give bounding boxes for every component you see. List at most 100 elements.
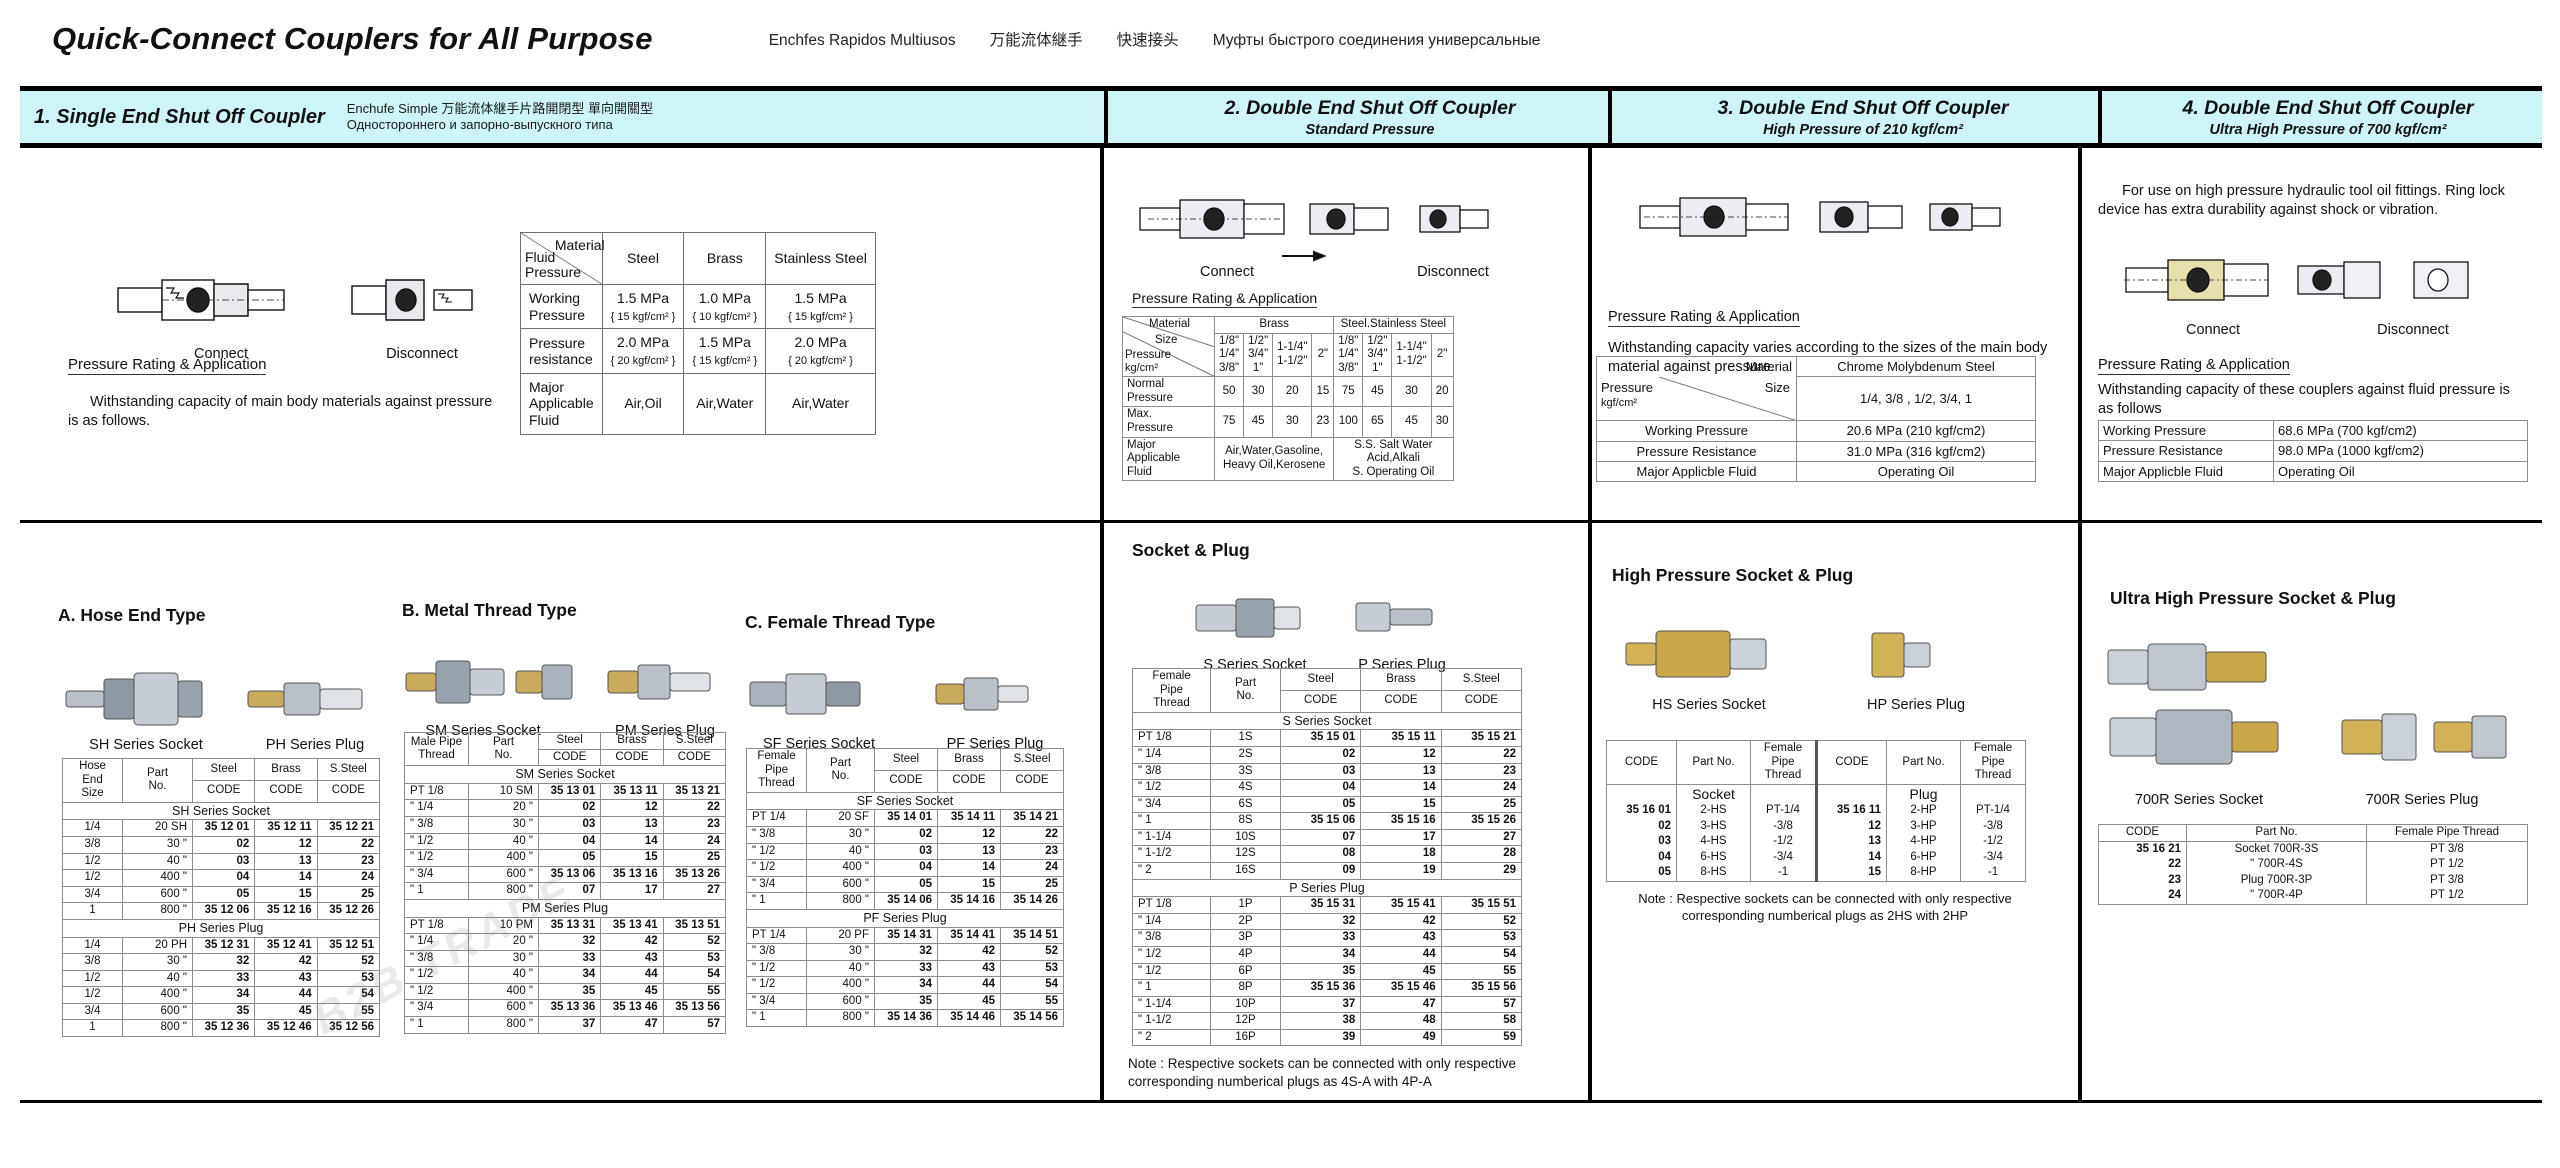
section3-rating-heading: Pressure Rating & Application <box>1608 309 1800 327</box>
band-title-3: 3. Double End Shut Off Coupler <box>1717 96 2009 119</box>
table-row: Major Applicble Fluid Operating Oil <box>1596 460 2036 483</box>
lower-b-heading: B. Metal Thread Type <box>402 600 577 620</box>
section1-material-table: Material Fluid Pressure Steel Brass Stai… <box>520 232 876 435</box>
size-col-1: 1/8" 1/4" 3/8" <box>1213 332 1245 378</box>
subhead-socket: Socket <box>1676 783 1751 804</box>
col-code-socket: CODE <box>1606 740 1677 785</box>
band-divider-3 <box>2098 91 2102 143</box>
section1-caption-connect: Connect <box>193 346 248 362</box>
size-col-5: 1/8" 1/4" 3/8" <box>1333 332 1364 378</box>
col-steel: Steel <box>191 758 256 781</box>
table-row: 03 4-HS -1/2 13 4-HP -1/2 <box>1606 834 2026 850</box>
normal-v4: 15 <box>1311 376 1335 408</box>
lang-chinese-traditional: 万能流体継手 <box>989 32 1083 49</box>
lower-sp-note-wrap: Note : Respective sockets can be connect… <box>1128 1055 1568 1091</box>
cell-resistance-steel: 2.0 MPa { 20 kgf/cm² } <box>601 328 685 374</box>
section4-intro-wrap: For use on high pressure hydraulic tool … <box>2098 182 2528 220</box>
col-code-brass: CODE <box>937 769 1001 793</box>
cell-mpa: 1.5 MPa <box>616 290 670 306</box>
photo-sh-socket-ph-plug <box>65 672 363 726</box>
masthead: Quick-Connect Couplers for All Purpose E… <box>0 0 2560 78</box>
col-part-no: Part No. <box>1210 668 1281 713</box>
table-row: 23 Plug 700R-3P PT 3/8 <box>2098 872 2528 889</box>
group-header-steel-ss: Steel.Stainless Steel <box>1333 316 1454 334</box>
table-row: " 1 8P 35 15 36 35 15 46 35 15 56 <box>1132 979 1523 997</box>
table-row: 1/4 20 PH 35 12 31 35 12 41 35 12 51 <box>62 936 381 955</box>
lower-b-table-wrap: Male Pipe Thread Part No. Steel Brass S.St… <box>404 731 727 1034</box>
lower-b-photos: SM Series Socket PM Series Plug <box>400 635 740 739</box>
normal-v5: 75 <box>1333 376 1364 408</box>
table-row: Pressure Resistance 31.0 MPa (316 kgf/cm… <box>1596 440 2036 462</box>
material-pressure-table: Material Fluid Pressure Steel Brass Stai… <box>520 232 876 435</box>
table-row: CODE CODE CODE <box>747 769 1064 793</box>
band-subtitle-3: High Pressure of 210 kgf/cm² <box>1763 121 1963 138</box>
mid-horizontal-rule-3 <box>1588 520 2078 523</box>
col-code-brass: CODE <box>600 748 664 767</box>
lower-hp-note: Note : Respective sockets can be connect… <box>1638 891 2012 924</box>
cell-fluid-brass: Air,Water <box>683 372 767 435</box>
band-title-1: 1. Single End Shut Off Coupler <box>34 105 325 128</box>
table-row: " 3/8 30 " 03 13 23 <box>404 816 727 834</box>
lower-c-heading-wrap: C. Female Thread Type <box>745 612 935 633</box>
max-v4: 23 <box>1311 406 1335 438</box>
section4-caption-disconnect: Disconnect <box>2377 322 2449 338</box>
table-row: 35 16 01 2-HS PT-1/4 35 16 11 2-HP PT-1/… <box>1606 803 2026 819</box>
table-row: CODE Part No. Female Pipe Thread <box>2098 824 2528 842</box>
band-section-4: 4. Double End Shut Off Coupler Ultra Hig… <box>2118 91 2538 143</box>
col-female-pipe-thread: Female Pipe Thread <box>2366 824 2528 842</box>
cell-kgf: { 15 kgf/cm² } <box>610 310 676 323</box>
table-row: Normal Pressure 50 30 20 15 75 45 30 20 <box>1122 376 1454 408</box>
part-number: 700R-4S <box>2257 858 2303 871</box>
table-row: 1/2 400 " 04 14 24 <box>62 869 381 887</box>
table-row: CODE Part No. Female Pipe Thread CODE Part… <box>1606 740 2026 785</box>
cell-resistance-ssteel: 2.0 MPa { 20 kgf/cm² } <box>765 328 876 374</box>
label-size: Size <box>1764 379 1790 395</box>
col-steel: Steel <box>537 732 602 750</box>
col-part-no: Part No. <box>2186 824 2367 842</box>
corner-label-pressure: Pressure <box>1125 348 1172 361</box>
sh-ph-series-table: Hose End Size Part No. Steel Brass S.Steel … <box>62 758 381 1037</box>
spacer-cell-3 <box>1815 783 1887 804</box>
col-brass: Brass <box>254 758 318 781</box>
lower-c-caption-plug: PF Series Plug <box>946 736 1044 752</box>
subhead-plug: Plug <box>1886 783 1961 804</box>
section-row-plug: P Series Plug <box>1132 878 1522 898</box>
value-pressure-resistance: 98.0 MPa (1000 kgf/cm2) <box>2273 440 2528 462</box>
lower-uhp-heading-wrap: Ultra High Pressure Socket & Plug <box>2110 588 2396 609</box>
table-row: " 3/4 600 " 05 15 25 <box>746 875 1064 894</box>
value-size: 1/4, 3/8 , 1/2, 3/4, 1 <box>1796 376 2036 422</box>
table-row: " 2 16S 09 19 29 <box>1132 861 1523 880</box>
section2-rating-heading-wrap: Pressure Rating & Application <box>1132 290 1318 308</box>
section2-caption-connect: Connect <box>1199 264 1254 280</box>
table-row: CODE CODE CODE <box>405 748 727 767</box>
table-row: " 1/2 400 " 05 15 25 <box>404 849 727 867</box>
cell-mpa: 2.0 MPa <box>616 334 670 351</box>
table-row: 1/4 20 SH 35 12 01 35 12 11 35 12 21 <box>62 819 381 837</box>
size-col-2: 1/2" 3/4" 1" <box>1243 332 1274 378</box>
lower-b-heading-wrap: B. Metal Thread Type <box>402 600 577 621</box>
part-cell: " 700R-4P <box>2186 888 2367 905</box>
lower-a-caption-socket: SH Series Socket <box>89 737 203 753</box>
max-v1: 75 <box>1213 406 1245 438</box>
col-code-steel: CODE <box>191 779 256 803</box>
masthead-languages: Enchfes Rapidos Multiusos 万能流体継手 快速接头 Му… <box>769 28 1541 50</box>
lower-uhp-table-wrap: CODE Part No. Female Pipe Thread 35 16 2… <box>2098 824 2528 905</box>
lower-a-photos: SH Series Socket PH Series Plug <box>60 645 390 753</box>
table-row: " 1/2 40 " 34 44 54 <box>404 966 727 984</box>
lower-hp-heading: High Pressure Socket & Plug <box>1612 565 1854 585</box>
table-row: 04 6-HS -3/4 14 6-HP -3/4 <box>1606 849 2026 866</box>
cell-kgf: { 15 kgf/cm² } <box>692 355 758 367</box>
label-major-fluid: Major Applicble Fluid <box>2098 460 2274 482</box>
section3-table-corner: Pressure kgf/cm² Size <box>1596 376 1797 422</box>
r700-series-table: CODE Part No. Female Pipe Thread 35 16 2… <box>2098 824 2528 905</box>
section1-rating-text: Withstanding capacity of main body mater… <box>68 394 493 430</box>
table-row: Major Applicable Fluid Air,Water,Gasolin… <box>1122 436 1454 482</box>
material-col-steel: Steel <box>601 232 685 285</box>
col-code: CODE <box>2098 824 2187 842</box>
table-row: Female Pipe Thread Part No. Steel Brass S.S… <box>746 748 1064 793</box>
section2-caption-disconnect: Disconnect <box>1417 264 1489 280</box>
cell-fluid-ssteel: Air,Water <box>765 372 876 435</box>
row-label-major-fluid: Major Applicable Fluid <box>520 372 603 435</box>
band-section-1: 1. Single End Shut Off Coupler Enchufe S… <box>34 91 653 143</box>
section-row-socket: S Series Socket <box>1132 711 1522 731</box>
